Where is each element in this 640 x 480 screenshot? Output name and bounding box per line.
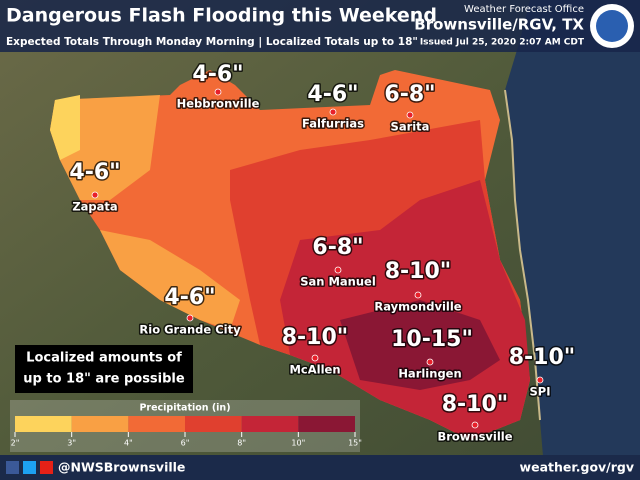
legend-swatch [241, 416, 299, 432]
city-dot [329, 108, 337, 116]
zone-10-15 [340, 300, 500, 390]
amount-label: 4-6" [307, 82, 358, 107]
zone-2-3 [50, 95, 80, 160]
city-dot [186, 314, 194, 322]
amount-label: 4-6" [164, 285, 215, 310]
city-name: Rio Grande City [139, 323, 241, 337]
legend-title: Precipitation (in) [139, 403, 230, 414]
legend-tick-label: 6" [181, 439, 190, 448]
callout-line: Localized amounts of [26, 351, 182, 366]
social-handle[interactable]: @NWSBrownsville [58, 460, 185, 475]
legend-tick-label: 15" [348, 439, 362, 448]
subtitle: Expected Totals Through Monday Morning |… [6, 36, 418, 48]
legend-swatch [298, 416, 355, 432]
city-dot [214, 88, 222, 96]
office: Weather Forecast Office [464, 4, 584, 15]
twitter-icon[interactable] [23, 461, 36, 474]
zone-3-4 [100, 230, 240, 330]
location: Brownsville/RGV, TX [414, 16, 584, 34]
issued: Issued Jul 25, 2020 2:07 AM CDT [420, 38, 585, 48]
amount-label: 8-10" [509, 345, 576, 370]
legend-tick-label: 8" [237, 439, 246, 448]
legend-tick-label: 2" [11, 439, 20, 448]
city-name: Hebbronville [177, 97, 260, 111]
city-name: Sarita [391, 120, 430, 134]
city-dot [91, 191, 99, 199]
precip-zones [50, 70, 530, 440]
city-dot [471, 421, 479, 429]
footer-band [0, 455, 640, 480]
city-name: Harlingen [398, 367, 461, 381]
amount-label: 4-6" [69, 160, 120, 185]
amount-label: 8-10" [442, 392, 509, 417]
youtube-icon[interactable] [40, 461, 53, 474]
legend-swatch [71, 416, 129, 432]
website[interactable]: weather.gov/rgv [520, 460, 634, 475]
facebook-icon[interactable] [6, 461, 19, 474]
city-name: San Manuel [300, 275, 376, 289]
coastline [504, 89, 541, 421]
legend-tick-label: 10" [291, 439, 305, 448]
city-name: Raymondville [374, 300, 461, 314]
city-dot [311, 354, 319, 362]
nws-logo-inner [596, 10, 628, 42]
amount-label: 8-10" [385, 259, 452, 284]
gulf [505, 0, 640, 480]
city-dot [536, 376, 544, 384]
legend-swatch [128, 416, 185, 432]
city-dot [426, 358, 434, 366]
city-name: Zapata [72, 200, 117, 214]
callout-line: up to 18" are possible [23, 372, 185, 387]
legend-tick-label: 3" [67, 439, 76, 448]
city-dot [334, 266, 342, 274]
amount-label: 10-15" [391, 327, 473, 352]
amount-label: 4-6" [192, 62, 243, 87]
title: Dangerous Flash Flooding this Weekend [6, 5, 437, 27]
legend-swatch [15, 416, 72, 432]
amount-label: 6-8" [384, 82, 435, 107]
legend-tick-label: 4" [124, 439, 133, 448]
callout-box [15, 345, 193, 393]
legend-swatch [185, 416, 242, 432]
city-dot [414, 291, 422, 299]
city-name: Falfurrias [302, 117, 364, 131]
header-band [0, 0, 640, 52]
city-name: McAllen [289, 363, 340, 377]
city-name: Brownsville [437, 430, 512, 444]
amount-label: 6-8" [312, 235, 363, 260]
amount-label: 8-10" [282, 325, 349, 350]
city-name: SPI [530, 385, 551, 399]
city-dot [406, 111, 414, 119]
